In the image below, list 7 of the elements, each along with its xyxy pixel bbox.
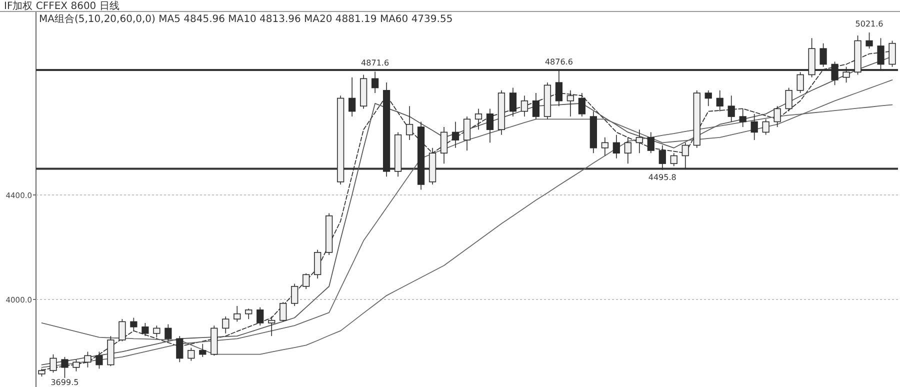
annotation: 4495.8 — [648, 172, 676, 182]
annotation: 3699.5 — [50, 378, 79, 387]
subtitle: MA组合(5,10,20,60,0,0) MA5 4845.96 MA10 4813.96 MA20 4881.19 MA60 4739.55 — [39, 14, 453, 25]
title: IF加权 CFFEX 8600 日线 — [4, 1, 120, 12]
annotation: 5021.6 — [855, 20, 884, 28]
annotation: 4876.6 — [544, 57, 573, 66]
annotation: 4871.6 — [361, 58, 390, 68]
